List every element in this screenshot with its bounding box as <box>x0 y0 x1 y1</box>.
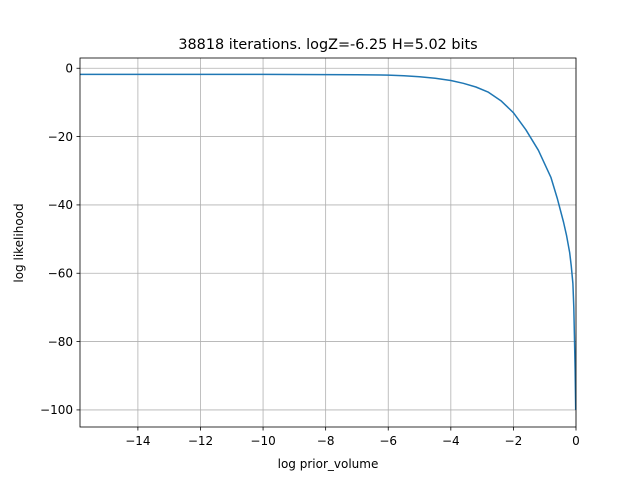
y-tick-label: 0 <box>65 62 73 76</box>
x-tick-label: −6 <box>379 434 397 448</box>
x-tick-label: −2 <box>505 434 523 448</box>
x-axis-label: log prior_volume <box>278 457 379 471</box>
x-tick-label: −8 <box>317 434 335 448</box>
x-tick-label: −14 <box>125 434 150 448</box>
plot-series <box>80 73 577 410</box>
y-tick-label: −100 <box>40 403 73 417</box>
x-tick-label: −10 <box>250 434 275 448</box>
y-axis-label: log likelihood <box>12 203 26 282</box>
y-tick-label: −80 <box>48 335 73 349</box>
chart-title: 38818 iterations. logZ=-6.25 H=5.02 bits <box>178 37 477 53</box>
series-line <box>80 73 577 410</box>
y-tick-label: −40 <box>48 198 73 212</box>
x-tick-label: −4 <box>442 434 460 448</box>
x-tick-label: −12 <box>188 434 213 448</box>
grid <box>80 58 577 427</box>
x-ticks: −14 −12 −10 −8 −6 −4 −2 0 <box>125 427 580 448</box>
y-tick-label: −20 <box>48 130 73 144</box>
axes-frame <box>79 57 577 428</box>
y-ticks: 0 −20 −40 −60 −80 −100 <box>40 62 80 417</box>
x-tick-label: 0 <box>572 434 580 448</box>
y-tick-label: −60 <box>48 267 73 281</box>
